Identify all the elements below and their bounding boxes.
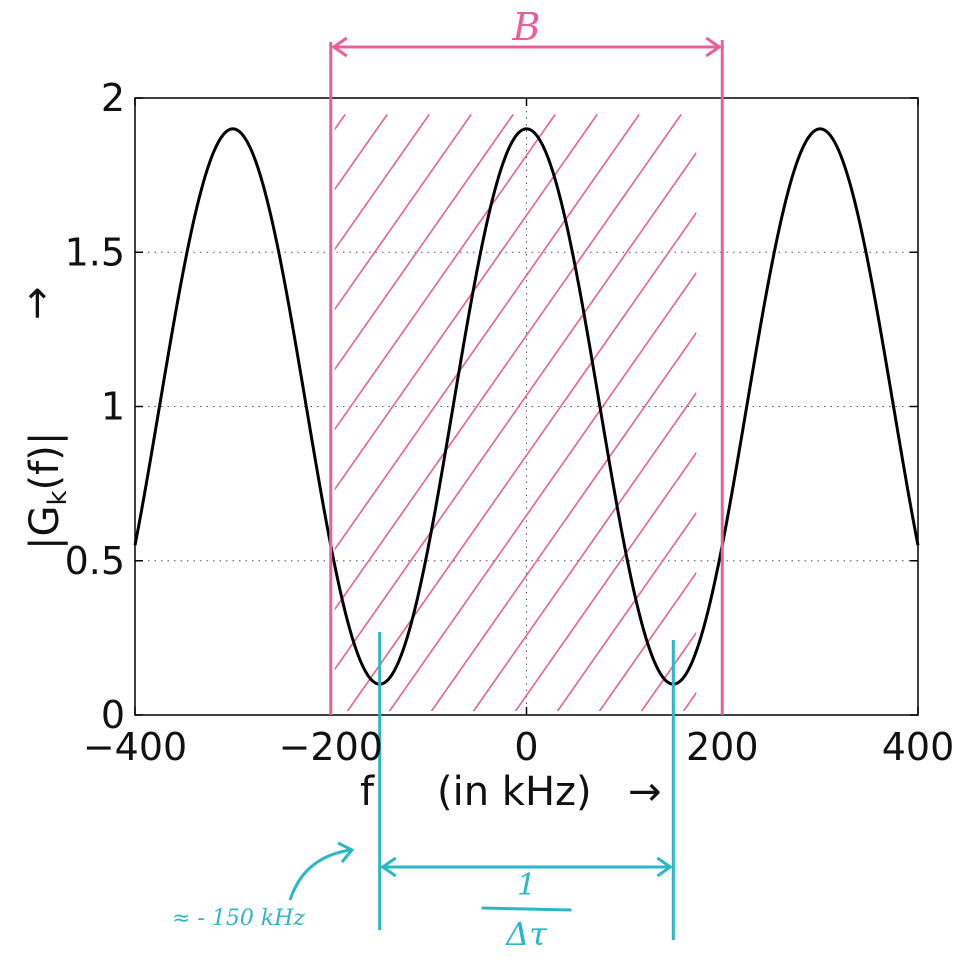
hatch-stroke <box>430 331 697 711</box>
hatch-stroke <box>334 114 388 191</box>
period-arrowhead-left <box>380 856 397 878</box>
bandwidth-arrowhead-left <box>331 36 348 58</box>
y-tick-label: 0.5 <box>65 539 125 583</box>
minimum-note-arrow <box>288 841 355 901</box>
y-axis-label: |Gk(f)| → <box>14 286 73 550</box>
grid <box>135 98 918 715</box>
x-tick-label: 400 <box>882 725 955 769</box>
period-arrowhead-right <box>656 856 673 878</box>
hatch-stroke <box>556 511 697 711</box>
x-axis-label-arrow: → <box>628 769 662 815</box>
period-fraction-bar <box>481 906 572 912</box>
bandwidth-hatch <box>0 114 960 715</box>
hatch-stroke <box>334 114 472 311</box>
hatch-stroke <box>0 115 51 715</box>
hatch-stroke <box>723 115 960 715</box>
series-line <box>133 127 920 686</box>
hatch-stroke <box>891 115 960 715</box>
hatch-stroke <box>514 451 697 711</box>
axis-ticks <box>134 97 919 716</box>
hatch-stroke <box>334 114 640 551</box>
y-tick-label: 0 <box>101 693 125 737</box>
hatch-stroke <box>765 115 960 715</box>
y-axis-label-main: |G <box>22 506 68 550</box>
hatch-stroke <box>849 115 960 715</box>
y-tick-label: 2 <box>101 76 125 120</box>
hatch-stroke <box>334 114 430 251</box>
hatch-stroke <box>640 631 697 711</box>
x-tick-labels: −400 −200 0 200 400 <box>83 725 954 769</box>
bandwidth-arrowhead-right <box>705 36 722 58</box>
x-tick-label: 0 <box>514 725 538 769</box>
y-tick-label: 1.5 <box>65 230 125 274</box>
hatch-stroke <box>0 115 261 715</box>
hatch-stroke <box>334 151 697 671</box>
x-tick-label: −200 <box>279 725 383 769</box>
hatch-stroke <box>0 115 177 715</box>
y-tick-label: 1 <box>101 385 125 429</box>
y-axis-label-arrow: → <box>14 286 60 320</box>
hatch-stroke <box>0 115 93 715</box>
x-axis-label-symbol: f <box>360 769 375 815</box>
x-axis-label-unit: (in kHz) <box>437 769 592 815</box>
hatch-stroke <box>334 114 514 371</box>
y-axis-label-text: |Gk(f)| <box>22 432 73 550</box>
period-label-numerator: 1 <box>517 868 536 903</box>
y-axis-label-subscript: k <box>43 490 73 505</box>
period-label-denominator: Δτ <box>504 915 548 953</box>
hatch-stroke <box>807 115 960 715</box>
hatch-stroke <box>334 114 556 431</box>
x-axis-label: f (in kHz) → <box>360 769 662 815</box>
hatch-stroke <box>334 114 346 131</box>
bandwidth-label: B <box>512 5 541 49</box>
hatch-stroke <box>334 114 598 491</box>
y-tick-labels: 0 0.5 1 1.5 2 <box>65 76 125 737</box>
hatch-stroke <box>598 571 697 711</box>
x-tick-label: 200 <box>686 725 759 769</box>
hatch-stroke <box>472 391 697 711</box>
minimum-note: ≈ - 150 kHz <box>172 906 305 931</box>
hatch-stroke <box>334 114 682 611</box>
hatch-stroke <box>388 271 697 711</box>
x-tick-label: −400 <box>83 725 187 769</box>
y-axis-label-tail: (f)| <box>22 432 68 491</box>
hatch-stroke <box>933 115 960 715</box>
hatch-stroke <box>0 115 303 715</box>
